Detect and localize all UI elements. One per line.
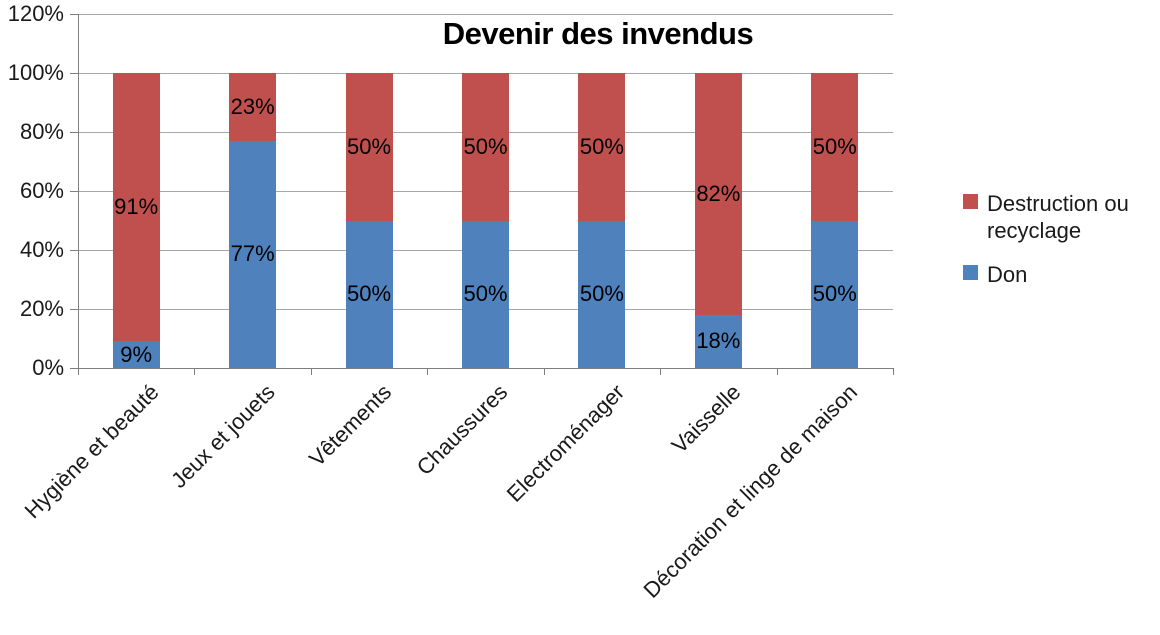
x-axis-category-label: Hygiène et beauté (19, 379, 164, 524)
y-axis-tick-mark (70, 132, 78, 133)
bar-segment-destruction (345, 73, 393, 221)
bar-segment-destruction (229, 73, 277, 141)
legend-swatch-icon (963, 265, 978, 280)
bar-segment-destruction (811, 73, 859, 221)
legend-item-destruction: Destruction ou recyclage (963, 190, 1158, 244)
y-axis-tick-mark (70, 191, 78, 192)
x-axis-tick-mark (776, 368, 778, 375)
x-axis-category-label: Décoration et linge de maison (638, 379, 862, 603)
data-label-destruction: 91% (114, 194, 159, 220)
y-axis-tick-mark (70, 250, 78, 251)
x-axis-category-label: Chaussures (411, 379, 513, 480)
x-axis-tick-mark (660, 368, 662, 375)
y-axis-tick-label: 40% (19, 237, 64, 262)
x-axis-tick-mark (893, 368, 894, 375)
x-axis-category-label: Vaisselle (666, 379, 746, 459)
y-axis-line (78, 14, 79, 372)
x-axis-line (70, 368, 893, 369)
data-label-destruction: 50% (347, 133, 392, 159)
y-axis-tick-label: 80% (19, 119, 64, 144)
bar-segment-don (811, 220, 859, 368)
x-axis-tick-mark (194, 368, 196, 375)
y-axis-tick-label: 120% (7, 1, 64, 26)
data-label-don: 50% (812, 281, 857, 307)
bar-segment-don (578, 220, 626, 368)
legend-label: Destruction ou recyclage (987, 191, 1129, 243)
y-axis-tick-label: 20% (19, 296, 64, 321)
x-axis-tick-mark (310, 368, 312, 375)
y-axis-tick-mark (70, 14, 78, 15)
bar-segment-don (462, 220, 509, 368)
data-label-don: 50% (463, 281, 508, 307)
bar-segment-destruction (578, 73, 626, 221)
legend-item-don: Don (963, 261, 1158, 288)
data-label-don: 18% (696, 328, 741, 354)
data-label-destruction: 50% (579, 133, 624, 159)
legend-swatch-icon (963, 194, 978, 209)
y-axis-tick-mark (70, 309, 78, 310)
y-axis-tick-label: 60% (19, 178, 64, 203)
bar-segment-destruction (462, 73, 509, 221)
data-label-don: 50% (347, 281, 392, 307)
y-axis-tick-label: 100% (7, 60, 64, 85)
bar-segment-don (345, 220, 393, 368)
data-label-destruction: 50% (812, 133, 857, 159)
bar-segment-don (112, 341, 160, 368)
x-axis-tick-mark (427, 368, 429, 375)
x-axis-category-label: Electroménager (501, 379, 629, 507)
data-label-don: 9% (120, 341, 153, 367)
data-label-don: 50% (579, 281, 624, 307)
bar-segment-destruction (112, 73, 160, 342)
legend-label: Don (987, 262, 1028, 287)
data-label-destruction: 23% (230, 93, 275, 119)
data-label-don: 77% (230, 241, 275, 267)
x-axis-category-label: Jeux et jouets (165, 379, 280, 493)
bar-segment-don (229, 140, 277, 368)
bar-segment-destruction (694, 73, 742, 315)
data-label-destruction: 50% (463, 133, 508, 159)
x-axis-tick-mark (543, 368, 545, 375)
chart-title: Devenir des invendus (442, 16, 754, 51)
bar-segment-don (694, 314, 742, 368)
x-axis-category-label: Vêtements (304, 379, 397, 472)
gridline-120% (78, 14, 893, 15)
y-axis-tick-mark (70, 73, 78, 74)
y-axis-tick-label: 0% (32, 355, 64, 380)
data-label-destruction: 82% (696, 180, 741, 206)
